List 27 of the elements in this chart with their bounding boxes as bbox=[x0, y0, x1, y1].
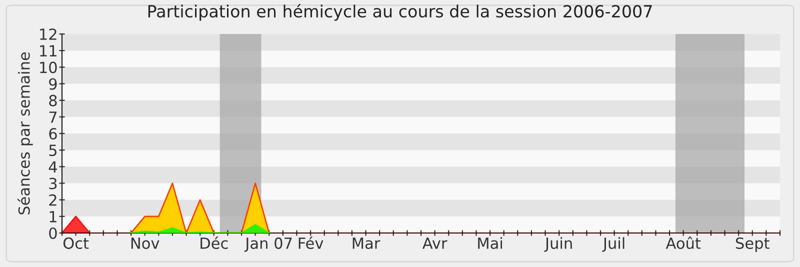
x-tick-label: Mar bbox=[352, 238, 380, 249]
x-tick-label: Juil bbox=[602, 237, 624, 252]
y-tick-label: 3 bbox=[49, 178, 57, 190]
x-tick-label: Fév bbox=[298, 236, 324, 249]
y-axis-title: Séances par semaine bbox=[17, 52, 33, 214]
x-tick-label: Mai bbox=[478, 237, 502, 249]
x-tick-label: Sept bbox=[736, 237, 770, 252]
y-tick-label: 5 bbox=[49, 144, 56, 156]
y-tick-label: 7 bbox=[49, 112, 57, 123]
y-tick-label: 0 bbox=[49, 227, 57, 240]
y-tick-label: 10 bbox=[40, 62, 57, 74]
x-tick-label: Nov bbox=[131, 238, 160, 249]
y-tick-label: 11 bbox=[40, 45, 56, 56]
x-tick-label: Déc bbox=[200, 236, 228, 249]
y-tick-label: 8 bbox=[49, 94, 57, 106]
x-tick-label: Avr bbox=[422, 238, 448, 249]
y-tick-label: 2 bbox=[49, 194, 56, 206]
y-tick-label: 1 bbox=[50, 211, 56, 222]
y-tick-label: 12 bbox=[40, 28, 56, 40]
y-tick-label: 6 bbox=[49, 128, 57, 140]
chart-title: Participation en hémicycle au cours de la session 2006-2007 bbox=[148, 4, 652, 21]
x-tick-label: Jan 07 bbox=[244, 237, 292, 252]
x-tick-label: Oct bbox=[63, 237, 89, 249]
x-tick-label: Août bbox=[666, 236, 701, 249]
x-tick-label: Juin bbox=[544, 237, 572, 252]
y-tick-label: 4 bbox=[48, 161, 57, 172]
y-tick-label: 9 bbox=[49, 78, 57, 90]
